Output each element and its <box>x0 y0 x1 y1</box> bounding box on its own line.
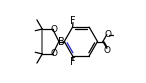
Text: O: O <box>104 46 111 55</box>
Text: O: O <box>104 30 111 39</box>
Text: F: F <box>70 57 76 67</box>
Text: O: O <box>50 25 57 34</box>
Text: O: O <box>50 49 57 58</box>
Text: B: B <box>58 37 64 46</box>
Text: F: F <box>70 16 76 26</box>
